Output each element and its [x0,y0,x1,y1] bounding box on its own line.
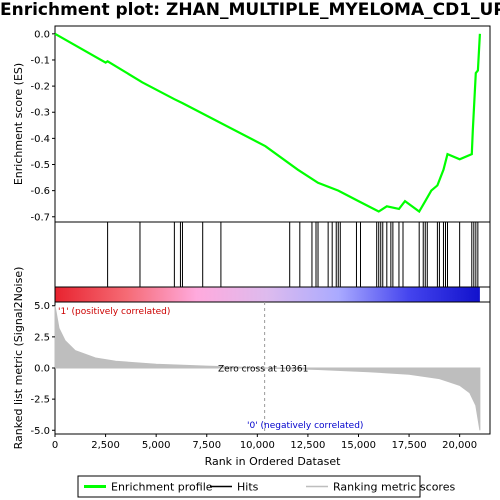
metric-y-axis-label: Ranked list metric (Signal2Noise) [12,267,25,450]
legend: Enrichment profile Hits Ranking metric sco… [77,475,455,498]
metric-y-tick-label: 0.0 [34,364,50,375]
es-y-tick-label: -0.7 [30,212,50,223]
es-y-tick-label: 0.0 [34,29,50,40]
ranking-metric-area [54,305,481,431]
es-plot-frame [54,25,491,223]
es-y-tick-label: -0.3 [30,108,50,119]
x-tick-label: 0 [52,440,58,451]
legend-label: Ranking metric scores [333,481,455,494]
es-y-axis-label: Enrichment score (ES) [12,63,25,185]
es-panel: 0.0 -0.1 -0.2 -0.3 -0.4 -0.5 -0.6 -0.7 Enrichmen… [12,25,491,223]
metric-y-tick-label: 2.5 [34,332,50,343]
x-tick-label: 5,000 [142,440,171,451]
metric-y-tick-label: 5.0 [34,301,50,312]
enrichment-profile-line [54,32,481,214]
es-y-tick-label: -0.6 [30,186,50,197]
x-axis-label: Rank in Ordered Dataset [205,455,342,468]
x-tick-label: 15,000 [341,440,376,451]
x-tick-label: 20,000 [442,440,477,451]
es-y-tick-label: -0.5 [30,160,50,171]
x-tick-label: 17,500 [392,440,427,451]
negative-correlation-label: '0' (negatively correlated) [247,421,363,431]
x-tick-label: 7,500 [192,440,221,451]
es-y-tick-label: -0.2 [30,82,50,93]
x-tick-label: 2,500 [91,440,120,451]
heatmap-bar [54,286,491,303]
metric-panel: 5.0 2.5 0.0 -2.5 -5.0 Ranked list metric (Sig… [12,267,491,450]
chart-title: Enrichment plot: ZHAN_MULTIPLE_MYELOMA_C… [0,0,500,20]
x-tick-label: 12,500 [290,440,325,451]
metric-y-tick-label: -2.5 [30,395,50,406]
es-y-tick-label: -0.4 [30,134,50,145]
heatmap-gradient [55,287,480,302]
legend-box [77,475,421,498]
hits-panel [54,221,491,288]
metric-y-tick-label: -5.0 [30,426,50,437]
x-axis: 0 2,500 5,000 7,500 10,000 12,500 15,000 17,500… [52,434,477,468]
hits-frame [54,221,491,288]
es-y-tick-label: -0.1 [30,55,50,66]
x-tick-label: 10,000 [240,440,275,451]
legend-label: Hits [237,481,259,494]
positive-correlation-label: '1' (positively correlated) [58,307,170,317]
zero-cross-label: Zero cross at 10361 [218,365,308,375]
legend-label: Enrichment profile [111,481,213,494]
